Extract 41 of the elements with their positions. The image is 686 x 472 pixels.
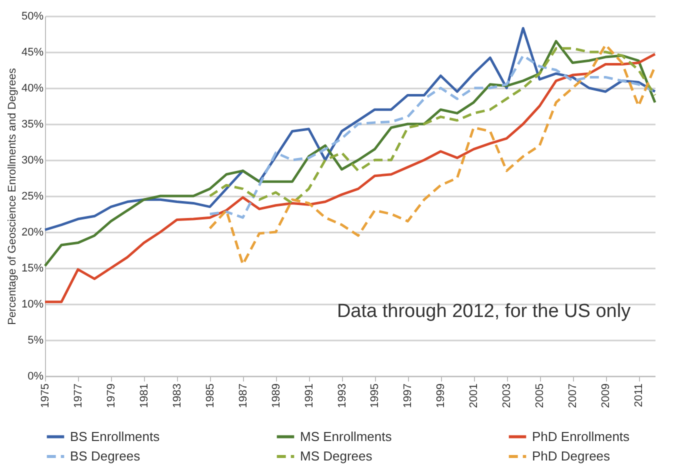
annotation: Data through 2012, for the US only [336,301,632,322]
x-tick-label: 1983 [171,384,184,408]
x-tick-label: 1987 [237,384,250,408]
x-tick-label: 2003 [501,384,514,408]
x-tick-label: 1993 [336,384,348,408]
x-tick-label: 1991 [303,384,316,408]
x-tick-label: 1975 [40,384,52,408]
x-tick-label: 1999 [435,384,448,408]
y-tick-label: 30% [21,154,44,166]
x-tick-label: 2009 [600,384,612,408]
line-series [44,52,656,304]
line-series [44,40,656,268]
x-tick-label: 2011 [633,384,646,408]
line-series [208,44,656,266]
x-tick-label: 2005 [534,384,546,408]
y-tick-label: 50% [21,10,44,22]
legend-label: MS Enrollments [300,428,392,444]
y-axis-title: Percentage of Geoscience Enrollments and Degrees [6,68,18,325]
y-tick-label: 20% [21,226,44,238]
x-tick-label: 1997 [402,384,414,408]
legend-label: BS Enrollments [70,428,160,444]
y-tick-label: 5% [28,334,44,346]
x-tick-label: 1985 [204,384,216,408]
legend-label: PhD Degrees [532,448,611,464]
x-tick-label: 1995 [369,384,382,408]
legend-label: BS Degrees [70,448,141,464]
y-tick-label: 35% [21,118,44,130]
legend-label: PhD Enrollments [532,428,630,444]
y-tick-label: 10% [21,298,44,310]
legend-label: MS Degrees [300,448,373,464]
x-tick-label: 2001 [468,384,480,408]
x-tick-label: 1977 [72,384,84,408]
x-tick-label: 1989 [270,384,282,408]
x-tick-label: 1979 [105,384,118,408]
y-tick-label: 40% [21,82,44,94]
y-tick-label: 45% [21,46,44,58]
x-tick-label: 1981 [138,384,150,408]
x-tick-label: 2007 [567,384,580,408]
y-tick-label: 25% [21,190,44,202]
y-tick-label: 0% [28,370,44,382]
y-tick-label: 15% [21,262,44,274]
